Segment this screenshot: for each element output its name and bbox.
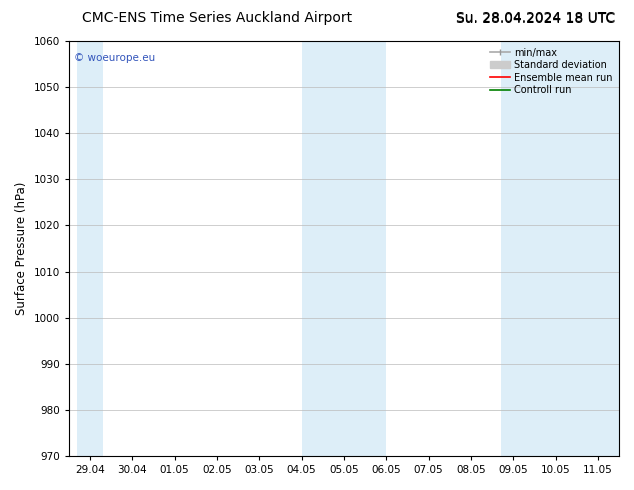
Text: © woeurope.eu: © woeurope.eu — [74, 53, 155, 64]
Y-axis label: Surface Pressure (hPa): Surface Pressure (hPa) — [15, 182, 28, 315]
Text: Su. 28.04.2024 18 UTC: Su. 28.04.2024 18 UTC — [456, 12, 615, 26]
Text: CMC-ENS Time Series Auckland Airport: CMC-ENS Time Series Auckland Airport — [82, 11, 353, 25]
Bar — [302, 41, 386, 456]
Legend: min/max, Standard deviation, Ensemble mean run, Controll run: min/max, Standard deviation, Ensemble me… — [488, 46, 614, 97]
Text: Su. 28.04.2024 18 UTC: Su. 28.04.2024 18 UTC — [456, 11, 615, 25]
Bar — [77, 41, 103, 456]
Bar — [500, 41, 619, 456]
